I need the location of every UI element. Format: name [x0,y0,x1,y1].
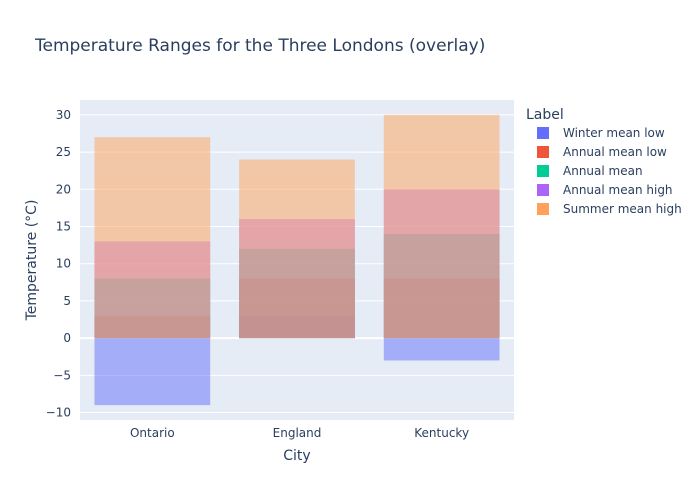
legend-swatch [537,184,549,196]
y-tick-label: 10 [56,257,71,271]
y-tick-label: 0 [63,331,71,345]
y-axis-title: Temperature (°C) [24,200,40,322]
legend-swatch [537,146,549,158]
legend-label: Summer mean high [563,202,682,216]
y-tick-label: −10 [46,406,71,420]
x-tick-labels: Ontario England Kentucky [130,426,469,440]
x-tick-label: Ontario [130,426,175,440]
y-tick-label: 15 [56,220,71,234]
bars [94,114,500,406]
bar-summer-mean-high [94,137,211,339]
y-tick-label: 20 [56,182,71,196]
x-axis-title: City [283,448,310,464]
legend-swatch [537,203,549,215]
legend-swatch [537,127,549,139]
bar-summer-mean-high [383,114,500,339]
legend-label: Annual mean low [563,145,667,159]
x-tick-label: Kentucky [414,426,469,440]
legend-label: Annual mean high [563,183,673,197]
legend-title: Label [526,107,564,123]
y-tick-label: 25 [56,145,71,159]
bar-summer-mean-high [239,159,355,339]
legend: Winter mean low Annual mean low Annual mea… [537,126,682,216]
bar-winter-mean-low [383,338,500,361]
legend-label: Annual mean [563,164,643,178]
legend-swatch [537,165,549,177]
y-tick-label: 5 [63,294,71,308]
chart-title: Temperature Ranges for the Three Londons… [34,36,485,56]
y-tick-label: −5 [53,368,71,382]
y-tick-labels: −10 −5 0 5 10 15 20 25 30 [46,108,71,420]
bar-winter-mean-low [94,338,211,406]
legend-label: Winter mean low [563,126,665,140]
x-tick-label: England [273,426,322,440]
y-tick-label: 30 [56,108,71,122]
